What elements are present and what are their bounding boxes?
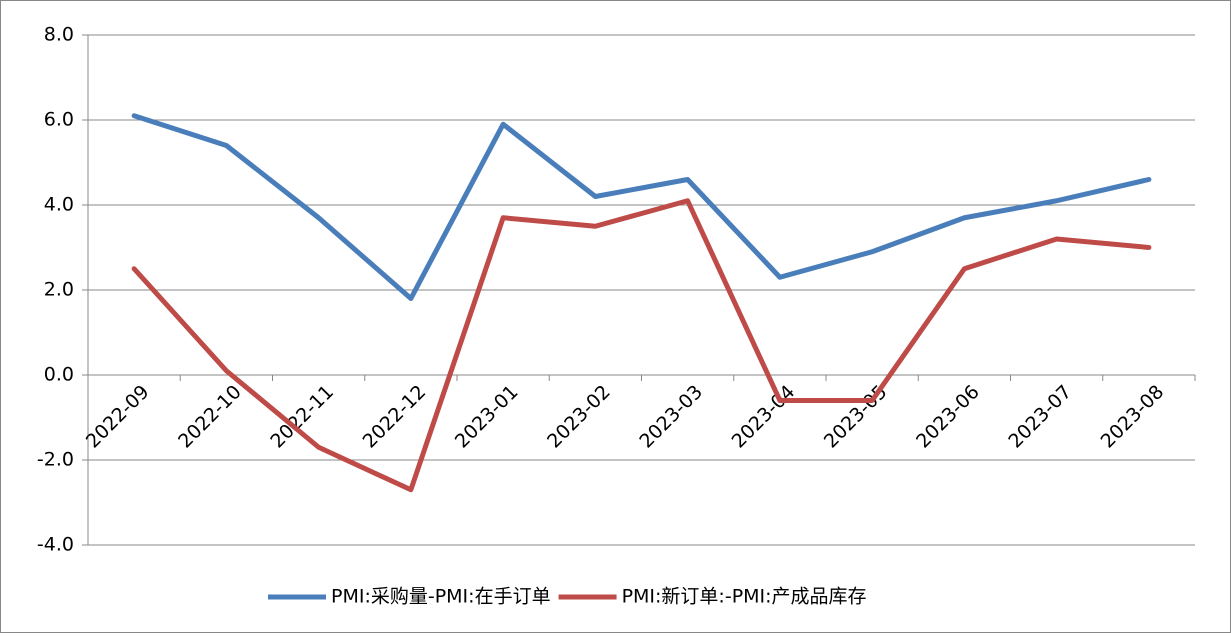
legend-label: PMI:采购量-PMI:在手订单 (331, 586, 551, 608)
y-tick-label: -4.0 (37, 534, 74, 556)
y-tick-label: 2.0 (44, 279, 74, 301)
legend: PMI:采购量-PMI:在手订单 PMI:新订单:-PMI:产成品库存 (268, 586, 867, 608)
y-tick-label: -2.0 (37, 449, 74, 471)
y-tick-label: 6.0 (44, 109, 74, 131)
y-tick-label: 4.0 (44, 194, 74, 216)
y-tick-label: 0.0 (44, 364, 74, 386)
legend-label: PMI:新订单:-PMI:产成品库存 (622, 586, 867, 608)
line-series (131, 198, 1152, 493)
y-tick-label: 8.0 (44, 24, 74, 46)
line-series (131, 113, 1152, 301)
